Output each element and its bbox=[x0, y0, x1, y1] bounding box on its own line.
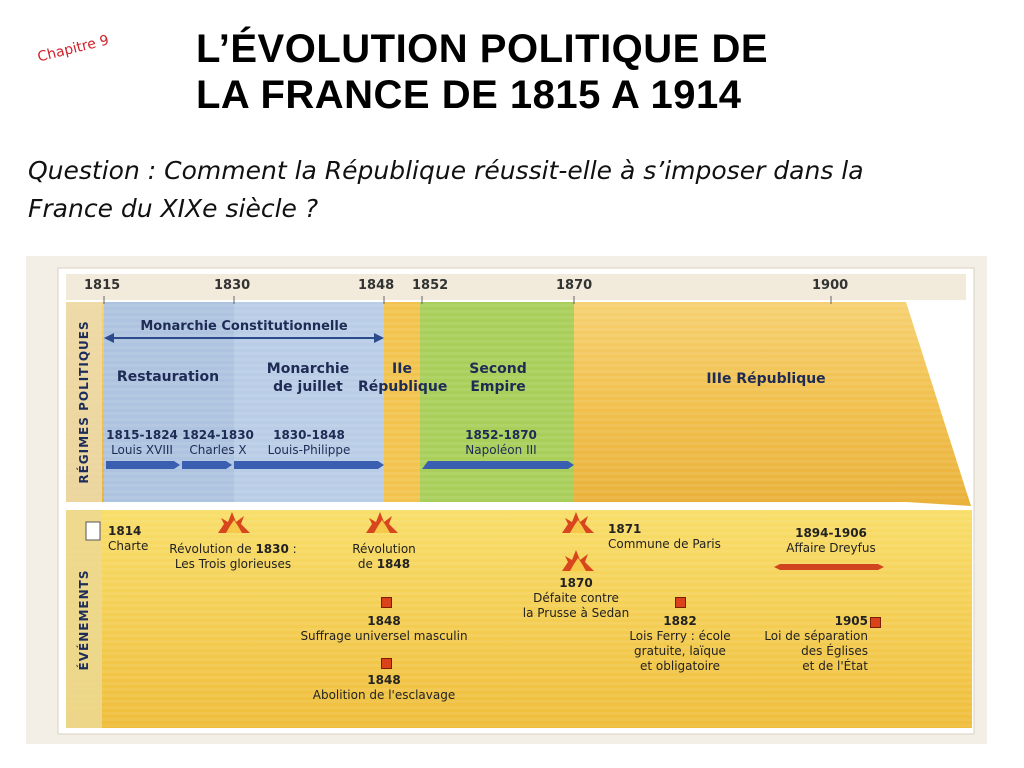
event-suffrage: 1848 Suffrage universel masculin bbox=[294, 614, 474, 644]
event-dreyfus: 1894-1906 Affaire Dreyfus bbox=[776, 526, 886, 556]
event-rev1830-text2: Les Trois glorieuses bbox=[174, 557, 292, 571]
event-commune-year: 1871 bbox=[608, 522, 642, 536]
event-dreyfus-year: 1894-1906 bbox=[795, 526, 867, 540]
year-1870: 1870 bbox=[556, 278, 593, 293]
commune-burst-icon bbox=[562, 512, 594, 533]
esclavage-marker-icon bbox=[381, 658, 392, 669]
revolution-1848-burst-icon bbox=[366, 512, 398, 533]
event-commune-text: Commune de Paris bbox=[608, 537, 721, 551]
suffrage-marker-icon bbox=[381, 597, 392, 608]
event-separation-text: Loi de séparation bbox=[764, 629, 868, 643]
span-arrow-4 bbox=[422, 461, 574, 469]
span-charles-x-name: Charles X bbox=[189, 443, 247, 457]
event-rev1848-text2a: de bbox=[357, 557, 377, 571]
question-line-2: France du XIXe siècle ? bbox=[28, 194, 319, 223]
monarchie-constitutionnelle-label: Monarchie Constitutionnelle bbox=[140, 319, 348, 334]
side-events-box bbox=[66, 510, 102, 728]
event-sedan-text2: la Prusse à Sedan bbox=[522, 606, 630, 620]
side-label-regimes: RÉGIMES POLITIQUES bbox=[77, 320, 91, 484]
revolution-1830-burst-icon bbox=[218, 512, 250, 533]
event-suffrage-text: Suffrage universel masculin bbox=[300, 629, 468, 643]
event-rev1830-text-a: Révolution de bbox=[169, 542, 256, 556]
span-louis-xviii: 1815-1824 Louis XVIII bbox=[104, 428, 180, 458]
span-louis-xviii-years: 1815-1824 bbox=[106, 428, 178, 442]
event-dreyfus-text: Affaire Dreyfus bbox=[786, 541, 876, 555]
year-1815: 1815 bbox=[84, 278, 121, 293]
event-ferry-text: Lois Ferry : école bbox=[629, 629, 731, 643]
regime-second-empire: Second Empire bbox=[450, 360, 546, 396]
separation-marker-icon bbox=[870, 617, 881, 628]
event-separation: 1905 Loi de séparation des Églises et de… bbox=[748, 614, 868, 674]
year-1900: 1900 bbox=[812, 278, 849, 293]
event-ferry-text3: et obligatoire bbox=[640, 659, 720, 673]
regime-monarchie-juillet-l1: Monarchie bbox=[266, 361, 350, 377]
event-revolution-1830: Révolution de 1830 : Les Trois glorieuse… bbox=[158, 542, 308, 572]
regime-iie-republique-l1: IIe bbox=[392, 361, 412, 377]
span-arrow-2 bbox=[182, 461, 232, 469]
event-ferry-text2: gratuite, laïque bbox=[634, 644, 726, 658]
span-louis-philippe-years: 1830-1848 bbox=[273, 428, 345, 442]
regime-monarchie-juillet: Monarchie de juillet bbox=[246, 360, 370, 396]
event-separation-text2: des Églises bbox=[801, 644, 868, 658]
event-separation-text3: et de l'État bbox=[802, 659, 868, 673]
event-sedan-text: Défaite contre bbox=[533, 591, 619, 605]
timeline-graphic bbox=[57, 267, 975, 735]
question-text: Question : Comment la République réussit… bbox=[28, 152, 988, 228]
span-louis-philippe-name: Louis-Philippe bbox=[267, 443, 351, 457]
event-rev1830-text-b: : bbox=[288, 542, 297, 556]
event-rev1848-year: 1848 bbox=[376, 557, 411, 571]
span-arrow-1 bbox=[106, 461, 180, 469]
title-line-1: L’ÉVOLUTION POLITIQUE DE bbox=[196, 27, 769, 71]
span-napoleon-iii-years: 1852-1870 bbox=[465, 428, 537, 442]
span-arrow-3 bbox=[234, 461, 384, 469]
regime-iie-republique: IIe République bbox=[358, 360, 448, 396]
year-1830: 1830 bbox=[214, 278, 251, 293]
year-1852: 1852 bbox=[412, 278, 449, 293]
dreyfus-arrow bbox=[774, 564, 884, 570]
span-charles-x-years: 1824-1830 bbox=[182, 428, 254, 442]
ferry-marker-icon bbox=[675, 597, 686, 608]
regime-iiie-republique: IIIe République bbox=[706, 371, 826, 387]
event-sedan: 1870 Défaite contre la Prusse à Sedan bbox=[514, 576, 638, 621]
event-lois-ferry: 1882 Lois Ferry : école gratuite, laïque… bbox=[618, 614, 742, 674]
title-line-2: LA FRANCE DE 1815 A 1914 bbox=[196, 73, 742, 117]
sedan-burst-icon bbox=[562, 550, 594, 571]
regime-restauration: Restauration bbox=[116, 369, 220, 385]
timeline-figure: 1815 1830 1848 1852 1870 1900 RÉGIMES PO… bbox=[26, 256, 987, 744]
span-charles-x: 1824-1830 Charles X bbox=[180, 428, 256, 458]
span-louis-xviii-name: Louis XVIII bbox=[111, 443, 173, 457]
span-napoleon-iii-name: Napoléon III bbox=[465, 443, 537, 457]
event-charte: 1814 Charte bbox=[108, 524, 148, 554]
slide-title: L’ÉVOLUTION POLITIQUE DE LA FRANCE DE 18… bbox=[196, 26, 956, 118]
event-rev1830-year: 1830 bbox=[255, 542, 289, 556]
event-suffrage-year: 1848 bbox=[367, 614, 401, 628]
side-regimes-box bbox=[66, 302, 102, 502]
event-sedan-year: 1870 bbox=[559, 576, 593, 590]
event-commune: 1871 Commune de Paris bbox=[608, 522, 721, 552]
event-esclavage-year: 1848 bbox=[367, 673, 401, 687]
regime-iie-republique-l2: République bbox=[358, 379, 448, 395]
regime-second-empire-l1: Second bbox=[469, 361, 527, 377]
regime-monarchie-juillet-l2: de juillet bbox=[273, 379, 343, 395]
span-napoleon-iii: 1852-1870 Napoléon III bbox=[446, 428, 556, 458]
event-charte-text: Charte bbox=[108, 539, 149, 553]
question-line-1: Question : Comment la République réussit… bbox=[28, 156, 864, 185]
event-esclavage: 1848 Abolition de l'esclavage bbox=[306, 673, 462, 703]
event-rev1848-text: Révolution bbox=[352, 542, 416, 556]
event-separation-year: 1905 bbox=[834, 614, 868, 628]
year-1848: 1848 bbox=[358, 278, 395, 293]
side-label-events: ÉVÉNEMENTS bbox=[77, 569, 91, 671]
event-revolution-1848: Révolution de 1848 bbox=[336, 542, 432, 572]
chapter-label: Chapitre 9 bbox=[36, 32, 111, 66]
event-ferry-year: 1882 bbox=[663, 614, 697, 628]
charte-doc-icon bbox=[85, 521, 101, 541]
event-esclavage-text: Abolition de l'esclavage bbox=[312, 688, 456, 702]
year-strip bbox=[66, 274, 966, 300]
span-louis-philippe: 1830-1848 Louis-Philippe bbox=[254, 428, 364, 458]
regime-second-empire-l2: Empire bbox=[470, 379, 526, 395]
event-charte-year: 1814 bbox=[108, 524, 142, 538]
